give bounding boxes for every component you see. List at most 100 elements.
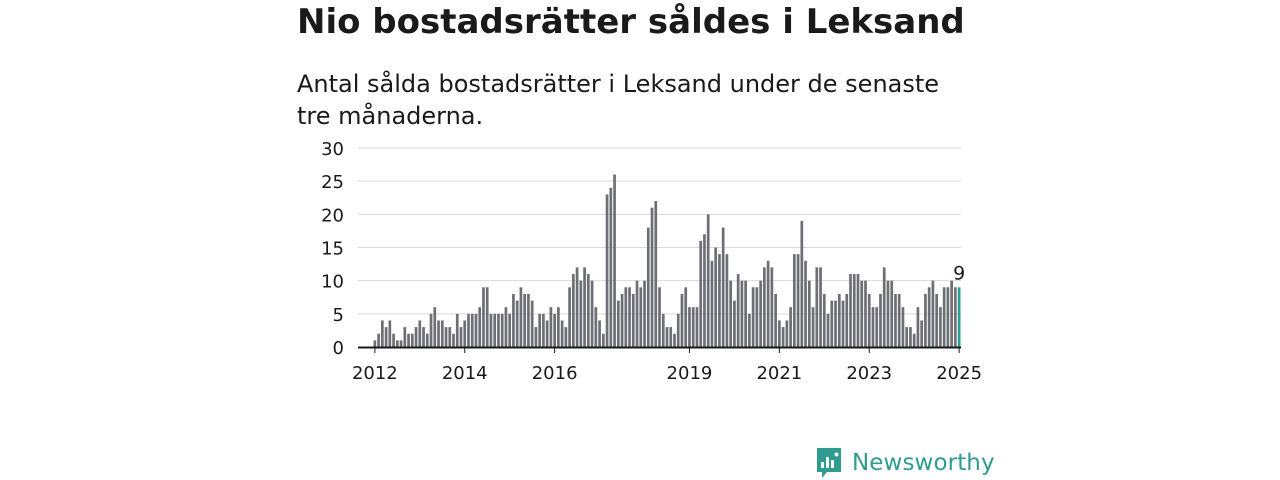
bar: [643, 280, 646, 347]
bar: [500, 313, 504, 347]
bar: [912, 333, 916, 347]
bar: [418, 320, 422, 347]
bar: [935, 293, 939, 347]
bar: [455, 313, 459, 347]
bar: [673, 333, 676, 347]
y-tick-label: 5: [333, 305, 344, 326]
y-tick-label: 20: [321, 205, 344, 226]
bar: [646, 227, 650, 347]
bar: [598, 320, 601, 347]
bar: [834, 300, 837, 347]
bar: [549, 307, 553, 347]
x-tick-label: 2021: [756, 363, 802, 384]
bar: [714, 247, 718, 347]
bar: [766, 260, 770, 347]
x-tick-label: 2019: [667, 363, 713, 384]
bar: [440, 320, 444, 347]
bar: [519, 287, 523, 347]
bar: [804, 260, 807, 347]
bar: [890, 280, 894, 347]
x-tick-label: 2012: [352, 363, 398, 384]
x-tick-label: 2016: [532, 363, 578, 384]
bar-highlight: [957, 287, 961, 347]
bar: [894, 293, 897, 347]
bar: [665, 327, 669, 347]
bar: [399, 340, 403, 347]
bar: [916, 307, 920, 347]
bar: [448, 327, 452, 347]
bar: [721, 227, 725, 347]
bar: [568, 287, 571, 347]
bar: [444, 327, 448, 347]
y-tick-label: 10: [321, 272, 344, 293]
bars: [373, 174, 961, 347]
bar: [826, 313, 830, 347]
x-axis: 2012 2014 2016 2019 2021 2023 2025: [352, 346, 982, 384]
bar: [485, 287, 489, 347]
bar: [819, 267, 822, 347]
bar: [553, 313, 556, 347]
bar: [729, 280, 733, 347]
bar: [515, 300, 519, 347]
bar: [763, 267, 766, 347]
bar: [482, 287, 485, 347]
bar: [594, 307, 598, 347]
bar: [542, 313, 545, 347]
bar: [676, 313, 680, 347]
bar: [927, 287, 931, 347]
bar: [560, 320, 564, 347]
bar: [422, 327, 425, 347]
y-tick-label: 30: [321, 139, 344, 160]
newsworthy-logo-icon: [817, 448, 841, 478]
bar: [841, 300, 845, 347]
bar: [530, 300, 534, 347]
bar: [939, 307, 942, 347]
bar: [631, 293, 635, 347]
bar: [954, 287, 957, 347]
bar: [474, 313, 478, 347]
bar: [616, 300, 620, 347]
bar: [718, 254, 721, 347]
bar: [725, 254, 729, 347]
bar: [605, 194, 609, 347]
bar: [538, 313, 541, 347]
bar: [710, 260, 714, 347]
bar: [755, 287, 759, 347]
bar: [437, 320, 440, 347]
bar: [620, 293, 624, 347]
bar: [658, 287, 661, 347]
bar: [770, 267, 774, 347]
bar: [452, 333, 455, 347]
bar: [650, 207, 654, 347]
bar: [497, 313, 500, 347]
bar: [523, 293, 527, 347]
bar: [557, 307, 560, 347]
bar: [429, 313, 433, 347]
bar: [586, 274, 590, 347]
bar: [504, 307, 508, 347]
newsworthy-brand[interactable]: Newsworthy: [815, 446, 995, 480]
bar: [781, 327, 785, 347]
bar: [867, 293, 871, 347]
y-tick-label: 15: [321, 239, 344, 260]
bar: [736, 274, 740, 347]
y-tick-label: 25: [321, 172, 344, 193]
bar: [901, 307, 905, 347]
bar: [699, 240, 703, 347]
bar: [695, 307, 699, 347]
bar: [748, 313, 751, 347]
bar: [661, 313, 665, 347]
bar: [403, 327, 407, 347]
bar: [407, 333, 410, 347]
bar: [897, 293, 901, 347]
bar: [564, 327, 568, 347]
bar: [774, 293, 777, 347]
bar: [467, 313, 470, 347]
bar: [459, 327, 463, 347]
bar: [414, 327, 418, 347]
bar: [534, 327, 538, 347]
bar: [875, 307, 879, 347]
data-labels: 9: [953, 262, 965, 284]
bar: [590, 280, 594, 347]
bar: [703, 234, 706, 347]
